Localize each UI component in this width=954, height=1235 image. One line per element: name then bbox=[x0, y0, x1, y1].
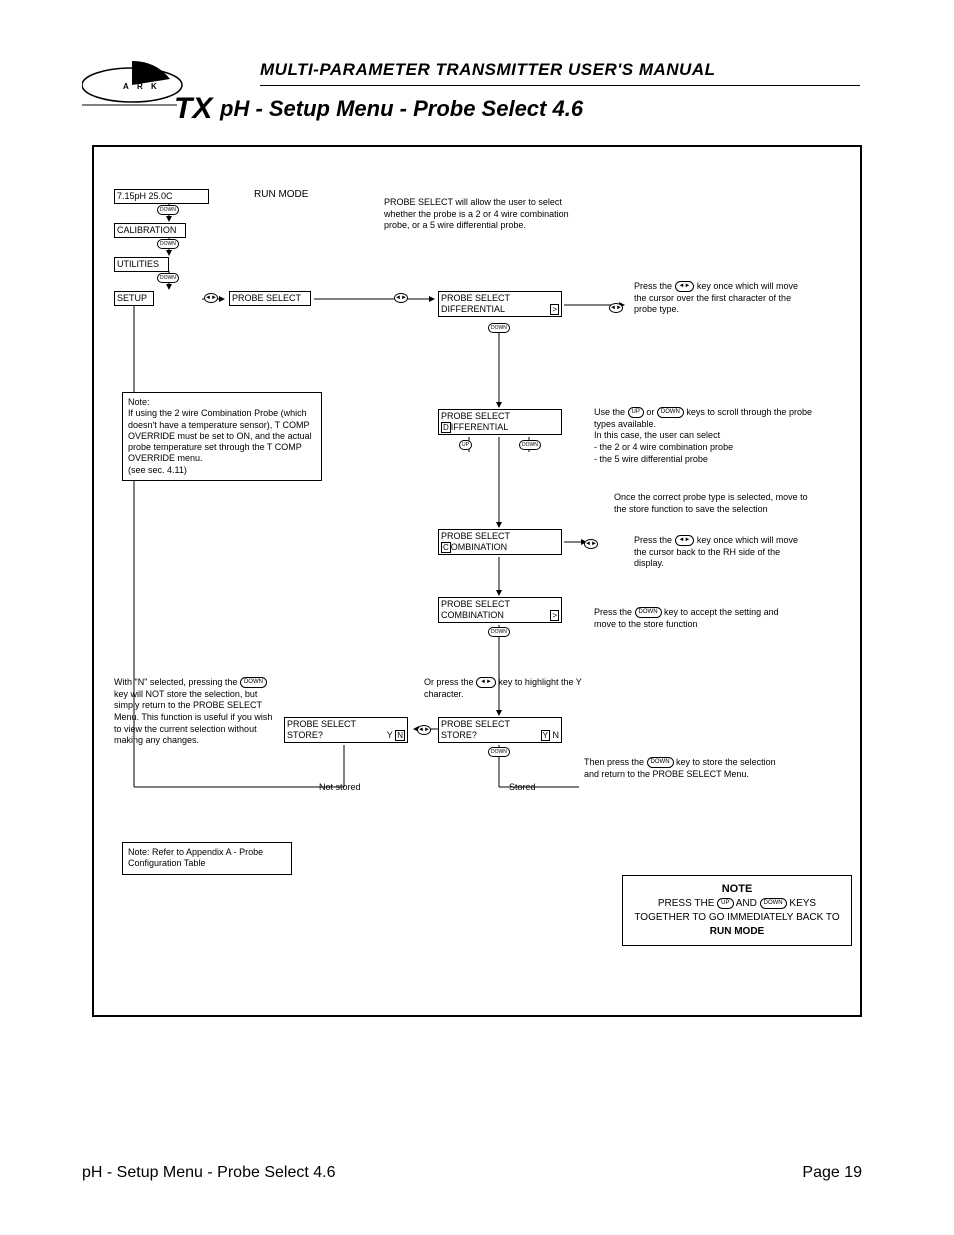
lr-key-icon: ◄► bbox=[675, 281, 695, 292]
press-down-accept-text: Press the DOWN key to accept the setting… bbox=[594, 607, 794, 630]
lcd-ps-comb-cursor: PROBE SELECT COMBINATION bbox=[438, 529, 562, 555]
down-key-icon: DOWN bbox=[635, 607, 662, 618]
lcd-store-y: PROBE SELECT STORE?Y N bbox=[438, 717, 562, 743]
n-selected-text: With "N" selected, pressing the DOWN key… bbox=[114, 677, 282, 747]
lcd-setup: SETUP bbox=[114, 291, 154, 306]
up-key-icon: UP bbox=[717, 898, 733, 909]
down-key-icon: DOWN bbox=[488, 323, 510, 333]
footer-right: Page 19 bbox=[802, 1164, 862, 1182]
lcd-store-n: PROBE SELECT STORE?Y N bbox=[284, 717, 408, 743]
svg-text:K: K bbox=[151, 82, 157, 91]
press-lr-back-text: Press the ◄► key once which will move th… bbox=[634, 535, 804, 570]
then-down-store-text: Then press the DOWN key to store the sel… bbox=[584, 757, 784, 780]
flow-diagram: 7.15pH 25.0C RUN MODE DOWN CALIBRATION D… bbox=[92, 145, 862, 1017]
run-mode-note-box: NOTE PRESS THE UP AND DOWN KEYS TOGETHER… bbox=[622, 875, 852, 946]
manual-title: MULTI-PARAMETER TRANSMITTER USER'S MANUA… bbox=[260, 60, 716, 80]
down-key-icon: DOWN bbox=[488, 627, 510, 637]
note-appendix-box: Note: Refer to Appendix A - Probe Config… bbox=[122, 842, 292, 875]
down-key-icon: DOWN bbox=[519, 440, 541, 450]
or-press-lr-text: Or press the ◄► key to highlight the Y c… bbox=[424, 677, 604, 700]
lcd-run-mode: 7.15pH 25.0C bbox=[114, 189, 209, 204]
down-key-icon: DOWN bbox=[647, 757, 674, 768]
down-key-icon: DOWN bbox=[488, 747, 510, 757]
svg-text:S: S bbox=[96, 82, 102, 91]
lr-key-icon: ◄► bbox=[675, 535, 695, 546]
lcd-ps-differential: PROBE SELECT DIFFERENTIAL> bbox=[438, 291, 562, 317]
scroll-text: Use the UP or DOWN keys to scroll throug… bbox=[594, 407, 824, 465]
not-stored-label: Not stored bbox=[319, 782, 361, 792]
note-title: NOTE bbox=[631, 882, 843, 897]
up-key-icon: UP bbox=[459, 440, 472, 450]
lcd-probe-select: PROBE SELECT bbox=[229, 291, 311, 306]
intro-text: PROBE SELECT will allow the user to sele… bbox=[384, 197, 584, 232]
shark-tx-logo: S H A R K TX bbox=[82, 55, 237, 130]
press-lr-first-text: Press the ◄► key once which will move th… bbox=[634, 281, 804, 316]
down-key-icon: DOWN bbox=[157, 239, 179, 249]
note-body: PRESS THE UP AND DOWN KEYS TOGETHER TO G… bbox=[631, 897, 843, 939]
note-2wire-box: Note: If using the 2 wire Combination Pr… bbox=[122, 392, 322, 481]
stored-label: Stored bbox=[509, 782, 536, 792]
down-key-icon: DOWN bbox=[240, 677, 267, 688]
lcd-ps-combination: PROBE SELECT COMBINATION> bbox=[438, 597, 562, 623]
footer-left: pH - Setup Menu - Probe Select 4.6 bbox=[82, 1164, 335, 1182]
svg-text:R: R bbox=[137, 82, 143, 91]
lr-key-icon: ◄► bbox=[204, 293, 218, 303]
svg-text:TX: TX bbox=[174, 92, 214, 125]
lr-key-icon: ◄► bbox=[394, 293, 408, 303]
up-key-icon: UP bbox=[628, 407, 644, 418]
once-correct-text: Once the correct probe type is selected,… bbox=[614, 492, 814, 515]
down-key-icon: DOWN bbox=[657, 407, 684, 418]
lcd-ps-diff-cursor: PROBE SELECT DIFFERENTIAL bbox=[438, 409, 562, 435]
svg-text:H: H bbox=[109, 82, 115, 91]
header-divider bbox=[260, 85, 860, 86]
section-title: pH - Setup Menu - Probe Select 4.6 bbox=[220, 96, 583, 122]
svg-text:A: A bbox=[123, 82, 129, 91]
page: S H A R K TX MULTI-PARAMETER TRANSMITTER… bbox=[0, 0, 954, 1235]
note-2wire-text: Note: If using the 2 wire Combination Pr… bbox=[128, 397, 312, 475]
lcd-utilities: UTILITIES bbox=[114, 257, 169, 272]
lr-key-icon: ◄► bbox=[476, 677, 496, 688]
lr-key-icon: ◄► bbox=[417, 725, 431, 735]
run-value: 7.15pH 25.0C bbox=[117, 191, 206, 202]
lcd-calibration: CALIBRATION bbox=[114, 223, 186, 238]
run-mode-label: RUN MODE bbox=[254, 189, 308, 200]
down-key-icon: DOWN bbox=[760, 898, 787, 909]
lr-key-icon: ◄► bbox=[609, 303, 623, 313]
lr-key-icon: ◄► bbox=[584, 539, 598, 549]
down-key-icon: DOWN bbox=[157, 273, 179, 283]
down-key-icon: DOWN bbox=[157, 205, 179, 215]
